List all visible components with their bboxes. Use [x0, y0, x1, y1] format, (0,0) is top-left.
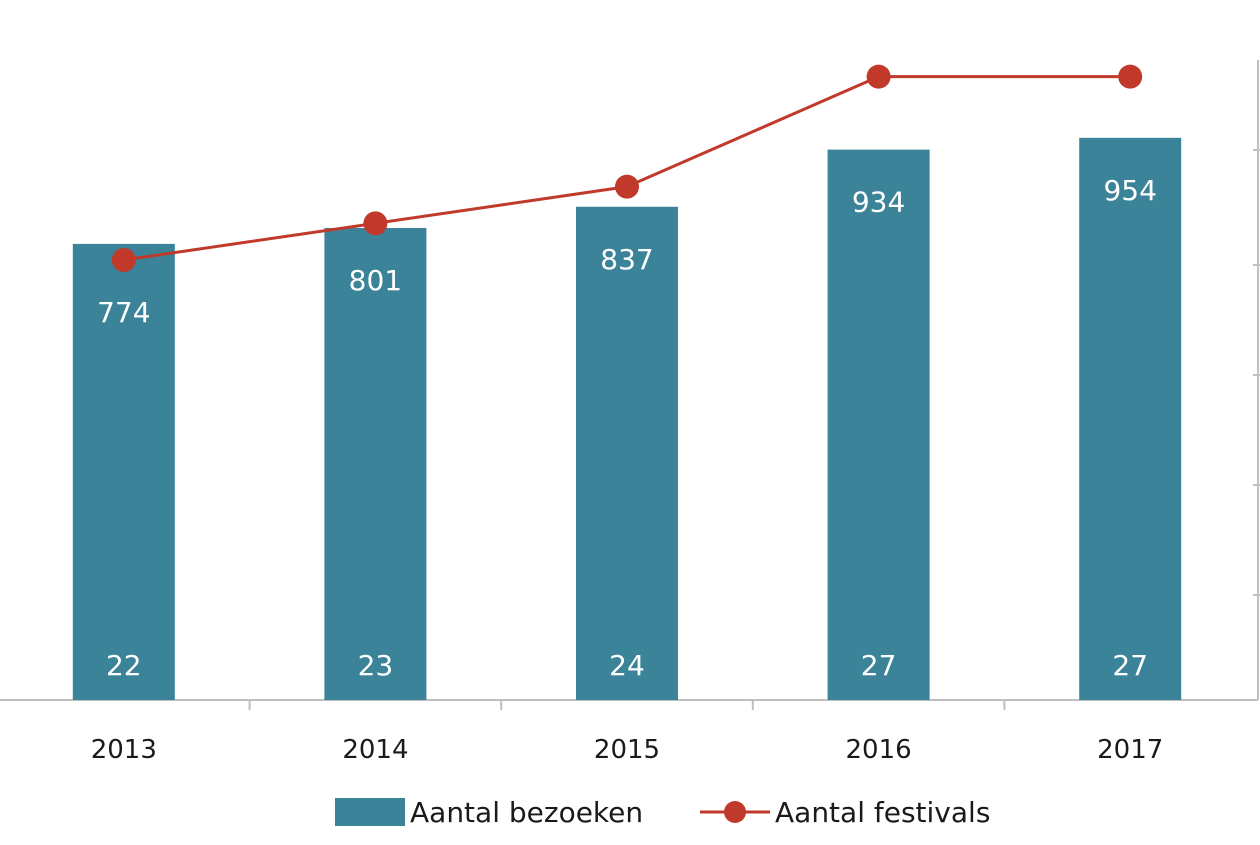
x-tick-label: 2016: [846, 735, 912, 765]
line-value-label: 27: [861, 649, 897, 682]
line-point: [866, 64, 891, 89]
bar-value-label: 954: [1103, 174, 1156, 207]
bar: [827, 149, 930, 700]
axes-group: 2013 2014 2015 2016 2017: [0, 60, 1260, 765]
legend: Aantal bezoeken Aantal festivals: [335, 796, 990, 829]
bar-value-label: 774: [97, 296, 150, 329]
bar: [576, 206, 678, 700]
line-value-label: 24: [609, 649, 645, 682]
line-group: [111, 64, 1143, 272]
line-value-label: 23: [358, 649, 394, 682]
line-point: [1118, 64, 1143, 89]
x-tick-label: 2013: [91, 735, 157, 765]
bar: [1079, 137, 1182, 701]
x-tick-label: 2017: [1097, 735, 1163, 765]
line-value-label: 27: [1112, 649, 1148, 682]
bar: [324, 227, 427, 700]
legend-label-line: Aantal festivals: [775, 796, 990, 829]
line-point: [363, 211, 388, 236]
legend-swatch-marker: [724, 801, 746, 823]
legend-swatch-bar: [335, 798, 405, 826]
x-tick-label: 2014: [342, 735, 408, 765]
line-value-label: 22: [106, 649, 142, 682]
labels-group: 774 801 837 934 954 22 23 24 27 27: [97, 174, 1157, 682]
bar-value-label: 801: [349, 264, 402, 297]
bar-value-label: 934: [852, 186, 905, 219]
bar-value-label: 837: [600, 243, 653, 276]
bar: [72, 243, 175, 700]
x-tick-label: 2015: [594, 735, 660, 765]
line-point: [615, 174, 639, 199]
legend-label-bar: Aantal bezoeken: [410, 796, 643, 829]
bars-group: [72, 137, 1182, 701]
line-point: [111, 248, 136, 272]
